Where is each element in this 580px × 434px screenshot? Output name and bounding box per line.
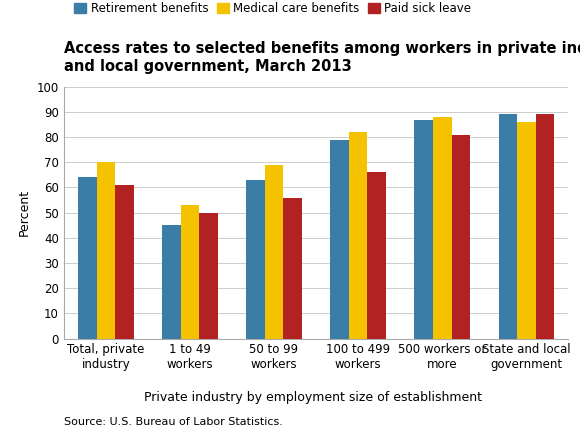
Bar (415, 119, 433, 339)
Bar (283, 197, 302, 339)
Bar (451, 135, 470, 339)
Bar (115, 185, 133, 339)
Bar (199, 213, 218, 339)
Text: Private industry by employment size of establishment: Private industry by employment size of e… (144, 391, 482, 404)
Bar (331, 140, 349, 339)
Bar (181, 205, 199, 339)
Text: Source: U.S. Bureau of Labor Statistics.: Source: U.S. Bureau of Labor Statistics. (64, 418, 282, 427)
Bar (78, 178, 97, 339)
Text: Access rates to selected benefits among workers in private industry and state
an: Access rates to selected benefits among … (64, 41, 580, 74)
Bar (433, 117, 451, 339)
Bar (97, 162, 115, 339)
Bar (246, 180, 265, 339)
Legend: Retirement benefits, Medical care benefits, Paid sick leave: Retirement benefits, Medical care benefi… (70, 0, 476, 20)
Bar (499, 115, 517, 339)
Bar (535, 115, 554, 339)
Bar (349, 132, 367, 339)
Bar (517, 122, 535, 339)
Bar (162, 225, 181, 339)
Bar (367, 172, 386, 339)
Bar (265, 165, 283, 339)
Y-axis label: Percent: Percent (18, 189, 31, 236)
